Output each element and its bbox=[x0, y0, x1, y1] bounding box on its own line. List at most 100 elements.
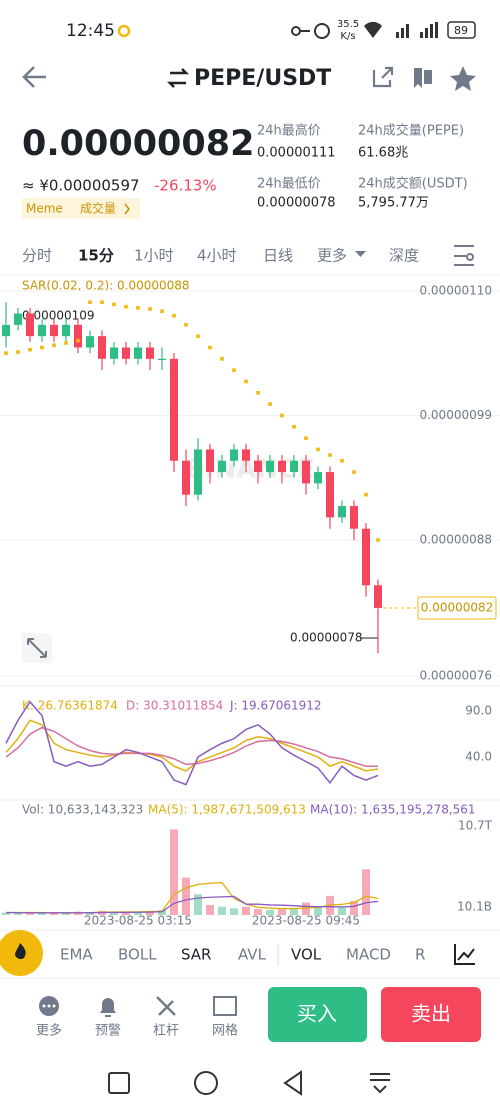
tag-arrow bbox=[124, 203, 130, 215]
tag-box[interactable] bbox=[22, 198, 140, 219]
volume-bar bbox=[170, 829, 178, 915]
battery-level: 89 bbox=[454, 24, 468, 37]
last-price-label: 0.00000082 bbox=[421, 600, 494, 614]
last-price-box bbox=[417, 596, 497, 620]
indicator-tab[interactable]: EMA bbox=[60, 946, 93, 964]
candle-body bbox=[350, 506, 358, 529]
indicator-tab[interactable]: MACD bbox=[346, 946, 391, 964]
pair-title[interactable]: PEPE/USDT bbox=[194, 66, 331, 91]
bottom-item[interactable]: 杠杆 bbox=[153, 1023, 179, 1039]
sar-dot bbox=[40, 345, 44, 350]
price-change: -26.13% bbox=[154, 177, 217, 195]
sar-dot bbox=[196, 334, 200, 338]
tag[interactable]: Meme bbox=[26, 202, 63, 216]
sar-dot bbox=[340, 458, 344, 463]
legend-entry: MA(5): 1,987,671,509,613 bbox=[148, 803, 306, 817]
interval-tab[interactable]: 分时 bbox=[22, 247, 52, 265]
volume-bar bbox=[230, 908, 238, 915]
bottom-icons[interactable] bbox=[39, 996, 237, 1017]
sar-dot bbox=[52, 343, 56, 348]
back-button[interactable] bbox=[22, 66, 46, 88]
sar-dot bbox=[100, 300, 104, 304]
sar-dot bbox=[280, 413, 284, 418]
candle-body bbox=[374, 585, 382, 608]
indicator-tab[interactable]: BOLL bbox=[118, 946, 157, 964]
candle-body bbox=[146, 347, 154, 359]
bottom-item[interactable]: 预警 bbox=[95, 1023, 121, 1039]
interval-tab[interactable]: 深度 bbox=[389, 247, 419, 265]
volume-bar bbox=[242, 906, 250, 915]
stat-value: 0.00000111 bbox=[257, 146, 336, 161]
candle-body bbox=[182, 460, 190, 495]
candle-body bbox=[218, 460, 226, 473]
sar-dot bbox=[4, 351, 8, 355]
interval-tab[interactable]: 1小时 bbox=[134, 247, 174, 265]
interval-tab[interactable]: 15分 bbox=[78, 247, 114, 265]
candle-body bbox=[302, 460, 310, 484]
volume-bar bbox=[290, 909, 298, 915]
volume-bar bbox=[158, 910, 166, 915]
tag[interactable]: 成交量 bbox=[80, 201, 116, 216]
volume-bar bbox=[182, 877, 190, 915]
interval-tab[interactable]: 更多 bbox=[317, 247, 347, 265]
last-price: 0.00000082 bbox=[22, 124, 254, 164]
interval-tab[interactable]: 4小时 bbox=[197, 247, 237, 265]
volume-bar bbox=[206, 905, 214, 915]
candle-body bbox=[122, 347, 130, 359]
y-tick-label: 40.0 bbox=[465, 750, 492, 764]
cny-price: ≈ ¥0.00000597 bbox=[22, 177, 140, 195]
dropdown-icon bbox=[355, 251, 366, 257]
volume-bar bbox=[278, 908, 286, 915]
volume-bar bbox=[86, 912, 94, 915]
interval-tab[interactable]: 日线 bbox=[263, 247, 293, 265]
sell-label[interactable]: 卖出 bbox=[411, 1002, 451, 1026]
volume-bar bbox=[338, 907, 346, 915]
indicator-tab[interactable]: VOL bbox=[291, 946, 322, 964]
sell-button[interactable] bbox=[381, 987, 481, 1042]
indicator-tab[interactable]: AVL bbox=[238, 946, 267, 964]
indicator-tab[interactable]: R bbox=[415, 946, 425, 964]
header-icons[interactable] bbox=[372, 66, 476, 91]
vol-legend: Vol: 10,633,143,323 MA(5): 1,987,671,509,… bbox=[22, 803, 476, 817]
candle-body bbox=[230, 449, 238, 461]
flame-icon bbox=[15, 943, 26, 960]
stat-value: 0.00000078 bbox=[257, 196, 336, 211]
volume-bar bbox=[146, 910, 154, 915]
sar-dot bbox=[328, 453, 332, 457]
expand-icon[interactable] bbox=[22, 633, 52, 663]
y-tick-label: 0.00000088 bbox=[419, 533, 492, 547]
sar-dot bbox=[244, 379, 248, 384]
stat-label: 24h成交量(PEPE) bbox=[358, 123, 464, 139]
y-tick-label: 0.00000110 bbox=[419, 283, 492, 297]
volume-bar bbox=[122, 912, 130, 915]
bottom-item[interactable]: 网格 bbox=[212, 1023, 238, 1039]
volume-bar bbox=[194, 894, 202, 915]
sar-dot bbox=[376, 538, 380, 542]
indicator-settings[interactable] bbox=[454, 944, 475, 965]
candle-body bbox=[26, 313, 34, 337]
buy-button[interactable] bbox=[268, 987, 367, 1042]
volume-bar bbox=[302, 902, 310, 915]
legend-entry: K: 26.76361874 bbox=[22, 699, 118, 713]
swap-icon[interactable] bbox=[166, 68, 190, 88]
sar-dot bbox=[148, 307, 152, 311]
candle-body bbox=[278, 460, 286, 473]
nav-bar[interactable] bbox=[108, 1070, 390, 1096]
volume-bar bbox=[134, 911, 142, 915]
settings-icon[interactable] bbox=[454, 245, 474, 266]
bottom-item[interactable]: 更多 bbox=[36, 1023, 62, 1039]
sar-dot bbox=[304, 436, 308, 440]
signal-icons bbox=[364, 21, 438, 38]
sar-dot bbox=[16, 350, 20, 354]
x-tick-label: 2023-08-25 03:15 bbox=[84, 914, 192, 928]
sar-dot bbox=[64, 341, 68, 345]
kdj-legend: K: 26.76361874 D: 30.31011854 J: 19.670619… bbox=[22, 699, 322, 713]
sar-dot bbox=[184, 323, 188, 327]
indicator-tab[interactable]: SAR bbox=[181, 946, 211, 964]
indicator-line bbox=[5, 700, 379, 786]
buy-label[interactable]: 买入 bbox=[297, 1002, 337, 1026]
volume-bar bbox=[218, 906, 226, 915]
x-tick-label: 2023-08-25 09:45 bbox=[252, 914, 360, 928]
volume-bar bbox=[2, 912, 10, 915]
chart: 0.00000110 0.00000099 0.00000088 0.00000076… bbox=[0, 283, 500, 928]
